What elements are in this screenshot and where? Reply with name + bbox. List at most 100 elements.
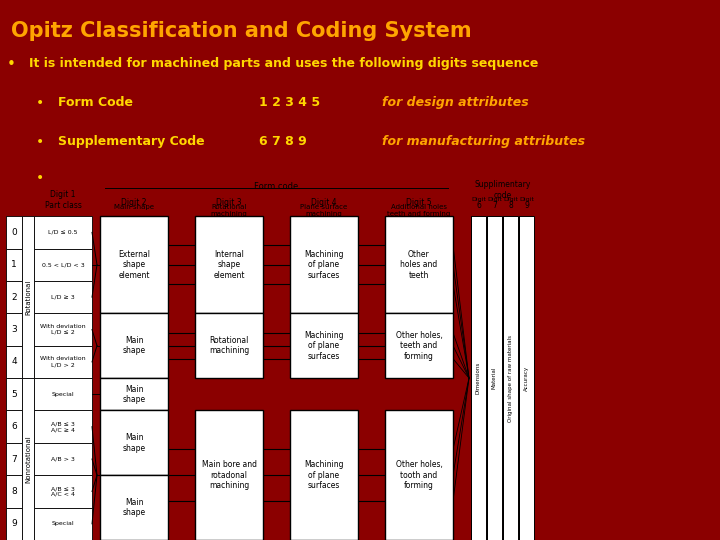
Text: Main
shape: Main shape xyxy=(122,336,145,355)
FancyBboxPatch shape xyxy=(22,216,34,378)
Text: 7: 7 xyxy=(492,201,498,210)
FancyBboxPatch shape xyxy=(6,248,22,281)
Text: It is intended for machined parts and uses the following digits sequence: It is intended for machined parts and us… xyxy=(29,57,538,70)
Text: Digit: Digit xyxy=(472,197,487,202)
Text: L/D ≥ 3: L/D ≥ 3 xyxy=(51,295,75,300)
Text: Main shape: Main shape xyxy=(114,204,154,210)
FancyBboxPatch shape xyxy=(6,281,22,313)
FancyBboxPatch shape xyxy=(471,216,486,540)
Text: 0: 0 xyxy=(11,228,17,237)
Text: 3: 3 xyxy=(11,325,17,334)
Text: Special: Special xyxy=(52,392,74,397)
Text: External
shape
element: External shape element xyxy=(118,250,150,280)
Text: Digit: Digit xyxy=(520,197,534,202)
Text: Main bore and
rotadonal
machining: Main bore and rotadonal machining xyxy=(202,460,256,490)
Text: Rotational
machining: Rotational machining xyxy=(209,336,249,355)
FancyBboxPatch shape xyxy=(385,410,453,540)
FancyBboxPatch shape xyxy=(34,475,92,508)
FancyBboxPatch shape xyxy=(6,475,22,508)
Text: Supplementary Code: Supplementary Code xyxy=(58,136,204,148)
Text: •: • xyxy=(36,171,44,185)
Text: Dimensions: Dimensions xyxy=(476,362,481,394)
FancyBboxPatch shape xyxy=(100,410,168,475)
Text: Machining
of plane
surfaces: Machining of plane surfaces xyxy=(305,331,343,361)
FancyBboxPatch shape xyxy=(100,475,168,540)
Text: Digit 2: Digit 2 xyxy=(121,198,147,207)
Text: •: • xyxy=(36,136,44,150)
FancyBboxPatch shape xyxy=(487,216,502,540)
Text: 2: 2 xyxy=(12,293,17,302)
FancyBboxPatch shape xyxy=(195,216,263,313)
FancyBboxPatch shape xyxy=(290,410,358,540)
Text: Opitz Classification and Coding System: Opitz Classification and Coding System xyxy=(11,22,472,42)
Text: for design attributes: for design attributes xyxy=(382,96,528,109)
Text: Plane surface
machining: Plane surface machining xyxy=(300,204,348,217)
Text: 6 7 8 9: 6 7 8 9 xyxy=(259,136,307,148)
Text: Other holes,
tooth and
forming: Other holes, tooth and forming xyxy=(395,460,442,490)
Text: 8: 8 xyxy=(11,487,17,496)
Text: Digit 1
Part class: Digit 1 Part class xyxy=(45,191,81,210)
FancyBboxPatch shape xyxy=(34,410,92,443)
FancyBboxPatch shape xyxy=(195,313,263,378)
Text: 1 2 3 4 5: 1 2 3 4 5 xyxy=(259,96,320,109)
Text: Rotational: Rotational xyxy=(25,279,31,315)
FancyBboxPatch shape xyxy=(6,216,22,248)
FancyBboxPatch shape xyxy=(503,216,518,540)
Text: Supplimentary
code: Supplimentary code xyxy=(474,180,531,200)
FancyBboxPatch shape xyxy=(290,313,358,378)
FancyBboxPatch shape xyxy=(385,313,453,378)
Text: L/D ≤ 0.5: L/D ≤ 0.5 xyxy=(48,230,78,235)
FancyBboxPatch shape xyxy=(34,216,92,248)
FancyBboxPatch shape xyxy=(6,346,22,378)
FancyBboxPatch shape xyxy=(6,508,22,540)
FancyBboxPatch shape xyxy=(195,410,263,540)
Text: Form Code: Form Code xyxy=(58,96,132,109)
FancyBboxPatch shape xyxy=(34,248,92,281)
Text: 9: 9 xyxy=(525,201,529,210)
Text: Rotational
machining: Rotational machining xyxy=(211,204,248,217)
Text: 6: 6 xyxy=(11,422,17,431)
FancyBboxPatch shape xyxy=(34,378,92,410)
FancyBboxPatch shape xyxy=(100,216,168,313)
Text: •: • xyxy=(7,57,16,72)
Text: Main
shape: Main shape xyxy=(122,498,145,517)
FancyBboxPatch shape xyxy=(6,410,22,443)
FancyBboxPatch shape xyxy=(385,216,453,313)
FancyBboxPatch shape xyxy=(34,346,92,378)
Text: Other holes,
teeth and
forming: Other holes, teeth and forming xyxy=(395,331,442,361)
FancyBboxPatch shape xyxy=(100,378,168,410)
FancyBboxPatch shape xyxy=(34,508,92,540)
Text: 0.5 < L/D < 3: 0.5 < L/D < 3 xyxy=(42,262,84,267)
Text: Original shape of raw materials: Original shape of raw materials xyxy=(508,335,513,422)
Text: Machining
of plane
surfaces: Machining of plane surfaces xyxy=(305,250,343,280)
Text: 5: 5 xyxy=(11,390,17,399)
Text: 8: 8 xyxy=(508,201,513,210)
Text: Digit 4: Digit 4 xyxy=(311,198,337,207)
Text: With deviation
L/D ≤ 2: With deviation L/D ≤ 2 xyxy=(40,324,86,335)
Text: 6: 6 xyxy=(477,201,482,210)
Text: Form code: Form code xyxy=(254,182,299,191)
Text: Accuracy: Accuracy xyxy=(524,366,529,390)
Text: •: • xyxy=(36,96,44,110)
FancyBboxPatch shape xyxy=(34,443,92,475)
Text: A/B ≤ 3
A/C ≥ 4: A/B ≤ 3 A/C ≥ 4 xyxy=(51,421,75,432)
FancyBboxPatch shape xyxy=(22,378,34,540)
FancyBboxPatch shape xyxy=(519,216,534,540)
Text: Nonrotational: Nonrotational xyxy=(25,435,31,483)
Text: Special: Special xyxy=(52,521,74,526)
FancyBboxPatch shape xyxy=(34,281,92,313)
Text: Digit 3: Digit 3 xyxy=(216,198,242,207)
Text: 1: 1 xyxy=(11,260,17,269)
Text: Additional holes
teeth and forming: Additional holes teeth and forming xyxy=(387,204,451,217)
Text: Digit: Digit xyxy=(503,197,518,202)
FancyBboxPatch shape xyxy=(290,216,358,313)
Text: Digit: Digit xyxy=(487,197,503,202)
Text: Internal
shape
element: Internal shape element xyxy=(213,250,245,280)
Text: Machining
of plane
surfaces: Machining of plane surfaces xyxy=(305,460,343,490)
FancyBboxPatch shape xyxy=(6,378,22,410)
Text: A/B ≤ 3
A/C < 4: A/B ≤ 3 A/C < 4 xyxy=(51,486,75,497)
FancyBboxPatch shape xyxy=(6,443,22,475)
Text: Other
holes and
teeth: Other holes and teeth xyxy=(400,250,438,280)
Text: A/B > 3: A/B > 3 xyxy=(51,456,75,462)
Text: Material: Material xyxy=(492,367,497,389)
